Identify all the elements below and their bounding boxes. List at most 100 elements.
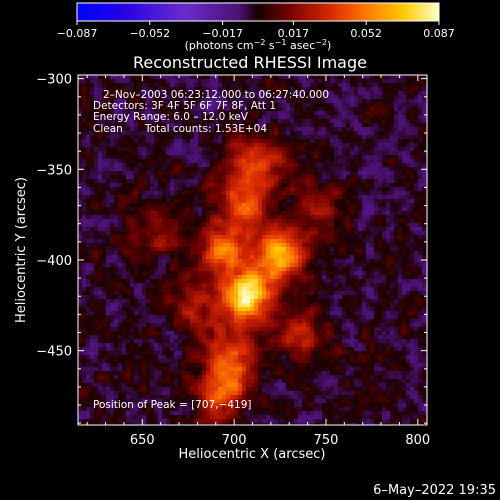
heatmap-cell — [218, 139, 223, 144]
heatmap-cell — [242, 199, 247, 204]
heatmap-cell — [130, 223, 135, 228]
heatmap-cell — [78, 103, 83, 108]
heatmap-cell — [218, 127, 223, 132]
heatmap-cell — [162, 171, 167, 176]
heatmap-cell — [110, 111, 115, 116]
heatmap-cell — [150, 119, 155, 124]
heatmap-cell — [386, 151, 391, 156]
heatmap-cell — [82, 163, 87, 168]
heatmap-cell — [154, 271, 159, 276]
heatmap-cell — [154, 291, 159, 296]
heatmap-cell — [322, 207, 327, 212]
heatmap-cell — [174, 175, 179, 180]
heatmap-cell — [230, 155, 235, 160]
heatmap-cell — [266, 91, 271, 96]
heatmap-cell — [226, 255, 231, 260]
heatmap-cell — [94, 183, 99, 188]
heatmap-cell — [110, 259, 115, 264]
heatmap-cell — [206, 135, 211, 140]
heatmap-cell — [410, 179, 415, 184]
heatmap-cell — [202, 223, 207, 228]
heatmap-cell — [298, 159, 303, 164]
heatmap-cell — [326, 111, 331, 116]
heatmap-cell — [314, 147, 319, 152]
heatmap-cell — [362, 179, 367, 184]
heatmap-cell — [126, 239, 131, 244]
heatmap-cell — [94, 151, 99, 156]
heatmap-cell — [182, 279, 187, 284]
heatmap-cell — [118, 175, 123, 180]
heatmap-cell — [82, 251, 87, 256]
heatmap-cell — [342, 295, 347, 300]
heatmap-cell — [78, 83, 83, 88]
heatmap-cell — [194, 239, 199, 244]
heatmap-cell — [330, 167, 335, 172]
heatmap-cell — [350, 107, 355, 112]
colorbar-ticks: −0.087 −0.052 −0.017 0.017 0.052 0.087 — [57, 21, 455, 40]
heatmap-cell — [306, 159, 311, 164]
heatmap-cell — [114, 291, 119, 296]
heatmap-cell — [178, 155, 183, 160]
heatmap-cell — [314, 263, 319, 268]
heatmap-cell — [118, 275, 123, 280]
heatmap-cell — [318, 247, 323, 252]
heatmap-cell — [246, 279, 251, 284]
heatmap-cell — [222, 235, 227, 240]
heatmap-cell — [358, 283, 363, 288]
heatmap-cell — [326, 127, 331, 132]
heatmap-cell — [194, 223, 199, 228]
heatmap-cell — [298, 235, 303, 240]
heatmap-cell — [410, 95, 415, 100]
heatmap-cell — [294, 143, 299, 148]
heatmap-cell — [290, 135, 295, 140]
heatmap-cell — [382, 115, 387, 120]
heatmap-cell — [270, 235, 275, 240]
heatmap-cell — [86, 171, 91, 176]
heatmap-cell — [282, 291, 287, 296]
heatmap-cell — [242, 183, 247, 188]
heatmap-cell — [158, 199, 163, 204]
heatmap-cell — [394, 99, 399, 104]
heatmap-cell — [198, 263, 203, 268]
heatmap-cell — [242, 127, 247, 132]
heatmap-cell — [238, 235, 243, 240]
heatmap-cell — [422, 123, 427, 128]
heatmap-cell — [302, 211, 307, 216]
heatmap-cell — [282, 215, 287, 220]
heatmap-cell — [374, 143, 379, 148]
heatmap-cell — [310, 291, 315, 296]
heatmap-cell — [222, 99, 227, 104]
heatmap-cell — [94, 287, 99, 292]
heatmap-cell — [78, 107, 83, 112]
heatmap-cell — [414, 235, 419, 240]
heatmap-cell — [366, 123, 371, 128]
heatmap-cell — [378, 279, 383, 284]
heatmap-cell — [262, 83, 267, 88]
heatmap-cell — [242, 227, 247, 232]
heatmap-cell — [262, 271, 267, 276]
heatmap-cell — [194, 247, 199, 252]
heatmap-cell — [322, 87, 327, 92]
heatmap-cell — [138, 227, 143, 232]
heatmap-cell — [98, 287, 103, 292]
heatmap-cell — [102, 251, 107, 256]
heatmap-cell — [266, 299, 271, 304]
heatmap-cell — [314, 151, 319, 156]
heatmap-cell — [138, 123, 143, 128]
heatmap-cell — [286, 155, 291, 160]
heatmap-cell — [370, 143, 375, 148]
heatmap-cell — [174, 291, 179, 296]
heatmap-cell — [210, 279, 215, 284]
heatmap-cell — [374, 107, 379, 112]
heatmap-cell — [382, 99, 387, 104]
heatmap-cell — [250, 143, 255, 148]
heatmap-cell — [118, 207, 123, 212]
heatmap-cell — [238, 99, 243, 104]
heatmap-cell — [242, 163, 247, 168]
heatmap-cell — [258, 99, 263, 104]
heatmap-cell — [266, 295, 271, 300]
heatmap-cell — [90, 227, 95, 232]
heatmap-cell — [122, 207, 127, 212]
heatmap-cell — [102, 75, 107, 80]
heatmap-cell — [78, 231, 83, 236]
